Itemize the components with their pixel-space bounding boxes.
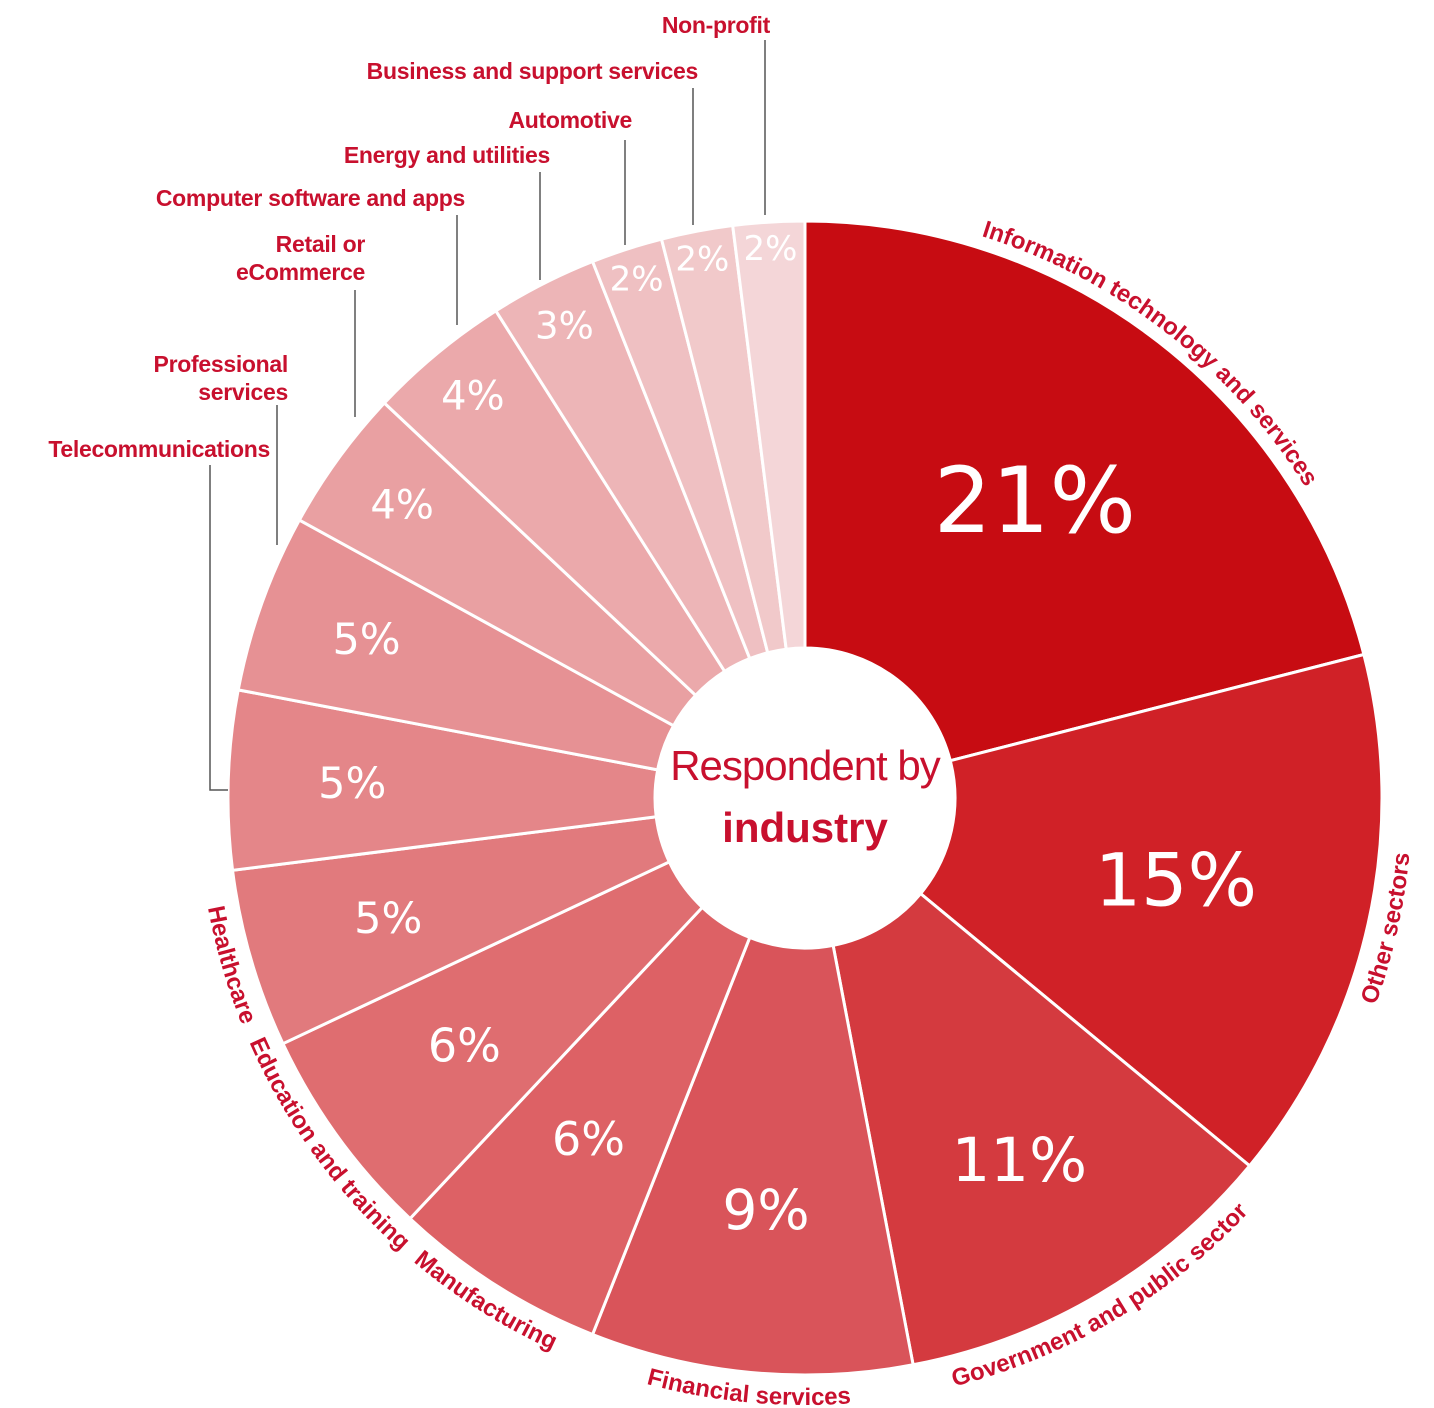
category-label: Computer software and apps [155, 185, 465, 211]
category-label: Retail or eCommerce [236, 231, 365, 285]
category-label: Telecommunications [48, 436, 270, 462]
value-label: 6% [552, 1112, 625, 1166]
leader-line [209, 465, 228, 791]
value-label: 9% [722, 1178, 809, 1242]
category-label: Business and support services [366, 58, 699, 84]
center-title-bold: industry [722, 804, 888, 851]
value-label: 11% [952, 1125, 1088, 1196]
value-label: 4% [370, 482, 433, 528]
center-title: Respondent by [670, 742, 941, 789]
category-label: Professional services [153, 351, 289, 405]
value-label: 5% [318, 759, 386, 809]
category-label: Energy and utilities [343, 142, 550, 168]
category-label: Non-profit [661, 12, 770, 38]
value-label: 21% [934, 449, 1136, 554]
value-label: 5% [354, 894, 422, 944]
value-label: 6% [428, 1018, 501, 1072]
center-hole [655, 648, 955, 948]
value-label: 4% [441, 374, 504, 420]
category-label: Automotive [508, 107, 632, 133]
value-label: 2% [675, 240, 729, 280]
value-label: 2% [743, 229, 797, 269]
value-label: 2% [610, 260, 664, 300]
value-label: 5% [332, 615, 400, 665]
value-label: 15% [1095, 838, 1257, 923]
value-label: 3% [535, 304, 594, 347]
